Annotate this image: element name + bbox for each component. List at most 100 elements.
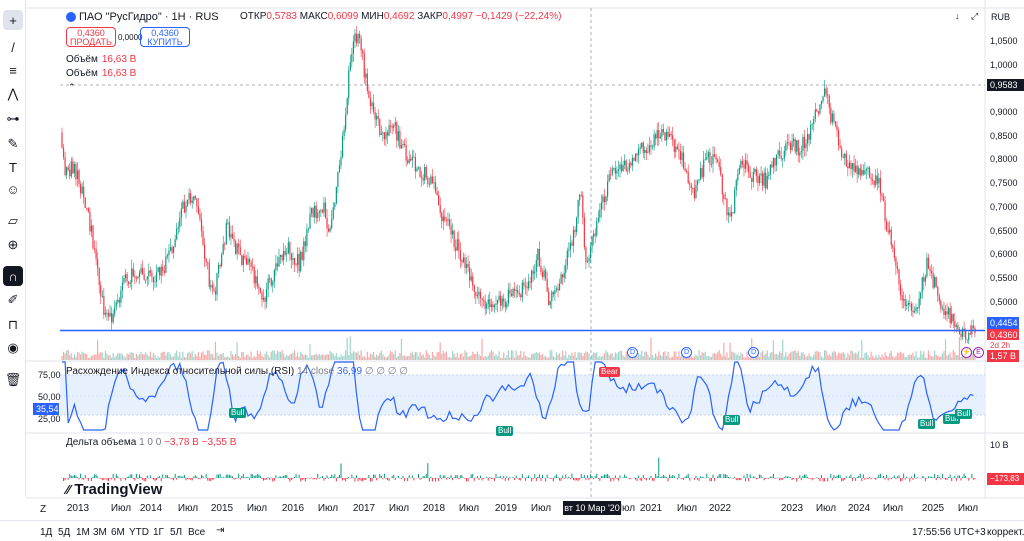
delta-bar: [101, 478, 103, 480]
delta-bar: [602, 476, 604, 478]
pattern-icon[interactable]: ⋀: [7, 86, 19, 101]
candle-body: [864, 170, 866, 175]
range-5y-button[interactable]: 5Л: [170, 527, 183, 538]
symbol-title[interactable]: ПАО "РусГидро" · 1Н · RUS: [66, 11, 219, 23]
range-1y-button[interactable]: 1Г: [153, 527, 164, 538]
trash-icon[interactable]: 🗑: [4, 372, 22, 387]
currency-label[interactable]: RUB: [991, 12, 1011, 22]
candle-body: [664, 132, 666, 141]
volume-bar: [496, 356, 499, 360]
volume-bar: [90, 355, 93, 360]
range-5d-button[interactable]: 5Д: [58, 527, 71, 538]
volume-bar: [174, 353, 176, 360]
download-icon[interactable]: ↓: [955, 11, 960, 21]
candle-body: [383, 132, 385, 140]
candle-body: [769, 164, 771, 175]
rsi-legend[interactable]: Расхождение Индекса относительной силы (…: [66, 366, 408, 377]
candle-body: [882, 196, 885, 201]
candle-body: [545, 270, 547, 280]
volume-bar: [199, 356, 201, 360]
delta-bar: [856, 477, 858, 478]
volume-bar: [168, 352, 170, 360]
delta-bar: [449, 478, 450, 479]
eye-icon[interactable]: ◉: [7, 340, 19, 355]
clock[interactable]: 17:55:56 UTC+3: [912, 527, 986, 538]
volume-bar: [224, 357, 226, 360]
delta-bar: [253, 475, 255, 478]
sell-button[interactable]: 0,4360 ПРОДАТЬ: [66, 27, 116, 47]
candle-body: [241, 254, 243, 265]
delta-bar: [159, 475, 161, 478]
volume-bar: [93, 354, 96, 360]
fib-icon[interactable]: ⊶: [6, 111, 20, 126]
candle-body: [310, 207, 313, 214]
candle-body: [221, 254, 223, 267]
volume-legend-1[interactable]: Объём 16,63 B: [66, 54, 136, 65]
delta-bar: [114, 478, 116, 481]
chart-canvas[interactable]: [0, 0, 1024, 520]
buy-button[interactable]: 0,4360 КУПИТЬ: [140, 27, 190, 47]
dividend-marker[interactable]: D: [748, 347, 759, 358]
delta-bar: [273, 478, 275, 481]
delta-bar: [160, 478, 162, 482]
dividend-marker[interactable]: D: [627, 347, 638, 358]
candle-body: [800, 150, 802, 153]
crosshair-icon[interactable]: +: [3, 10, 23, 30]
volume-bar: [930, 356, 933, 360]
brush-icon[interactable]: ✎: [7, 136, 19, 151]
candle-body: [886, 221, 888, 231]
volume-bar: [227, 356, 229, 360]
lock-icon[interactable]: ⊓: [7, 317, 19, 332]
candle-body: [467, 264, 469, 268]
delta-bar: [289, 478, 291, 482]
collapse-legend-icon[interactable]: ⌃: [68, 82, 76, 92]
emoji-icon[interactable]: ☺: [6, 181, 20, 197]
volume-bar: [802, 352, 804, 360]
candle-body: [850, 162, 852, 170]
adjustment-toggle[interactable]: коррект.: [987, 527, 1024, 538]
timezone-label[interactable]: Z: [40, 504, 47, 515]
volume-bar: [847, 353, 849, 360]
range-6m-button[interactable]: 6М: [111, 527, 125, 538]
candle-body: [856, 165, 858, 175]
split-marker[interactable]: ⚡: [961, 347, 972, 358]
delta-bar: [137, 478, 139, 479]
volume-bar: [526, 356, 528, 360]
horizontal-lines-icon[interactable]: ≡: [9, 62, 17, 78]
ruler-icon[interactable]: ▱: [8, 213, 18, 228]
pencil-lock-icon[interactable]: ✐: [7, 292, 19, 307]
delta-bar: [205, 474, 207, 478]
crosshair-price-tag: 0,9583: [987, 79, 1024, 91]
trendline-icon[interactable]: /: [11, 39, 15, 55]
volume-bar: [696, 356, 699, 360]
delta-bar: [476, 476, 478, 478]
date-range-icon[interactable]: ⇥: [216, 525, 225, 536]
candle-body: [244, 255, 246, 258]
delta-bar: [194, 475, 196, 478]
delta-bar: [156, 478, 158, 481]
candle-body: [368, 90, 370, 98]
delta-bar: [836, 475, 838, 478]
volume-bar: [858, 351, 860, 360]
range-all-button[interactable]: Все: [188, 527, 206, 538]
candle-body: [138, 272, 141, 277]
range-1m-button[interactable]: 1М: [76, 527, 90, 538]
range-ytd-button[interactable]: YTD: [129, 527, 149, 538]
zoom-icon[interactable]: ⊕: [7, 237, 19, 252]
tradingview-logo[interactable]: ⁄⁄ TradingView: [66, 481, 162, 498]
magnet-icon[interactable]: ∩: [3, 266, 23, 286]
range-1d-button[interactable]: 1Д: [40, 527, 53, 538]
candle-body: [314, 205, 316, 218]
earnings-marker[interactable]: E: [973, 347, 984, 358]
delta-legend[interactable]: Дельта объема 1 0 0 −3,78 B −3,55 B: [66, 437, 236, 448]
range-3m-button[interactable]: 3М: [93, 527, 107, 538]
dividend-marker[interactable]: D: [681, 347, 692, 358]
delta-bar: [695, 475, 697, 478]
text-icon[interactable]: T: [9, 159, 17, 175]
expand-icon[interactable]: ⤢: [971, 11, 979, 21]
volume-bar: [735, 354, 737, 360]
volume-bar: [507, 350, 509, 360]
volume-legend-2[interactable]: Объём 16,63 B: [66, 68, 136, 79]
candle-body: [574, 229, 576, 233]
delta-bar: [772, 474, 774, 478]
